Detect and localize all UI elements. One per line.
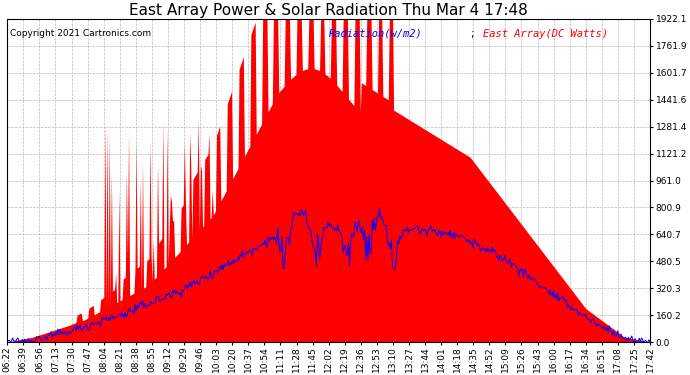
- Text: Copyright 2021 Cartronics.com: Copyright 2021 Cartronics.com: [10, 28, 152, 38]
- Text: ;: ;: [470, 28, 474, 39]
- Text: Radiation(w/m2): Radiation(w/m2): [328, 28, 422, 39]
- Text: East Array(DC Watts): East Array(DC Watts): [483, 28, 608, 39]
- Title: East Array Power & Solar Radiation Thu Mar 4 17:48: East Array Power & Solar Radiation Thu M…: [129, 3, 528, 18]
